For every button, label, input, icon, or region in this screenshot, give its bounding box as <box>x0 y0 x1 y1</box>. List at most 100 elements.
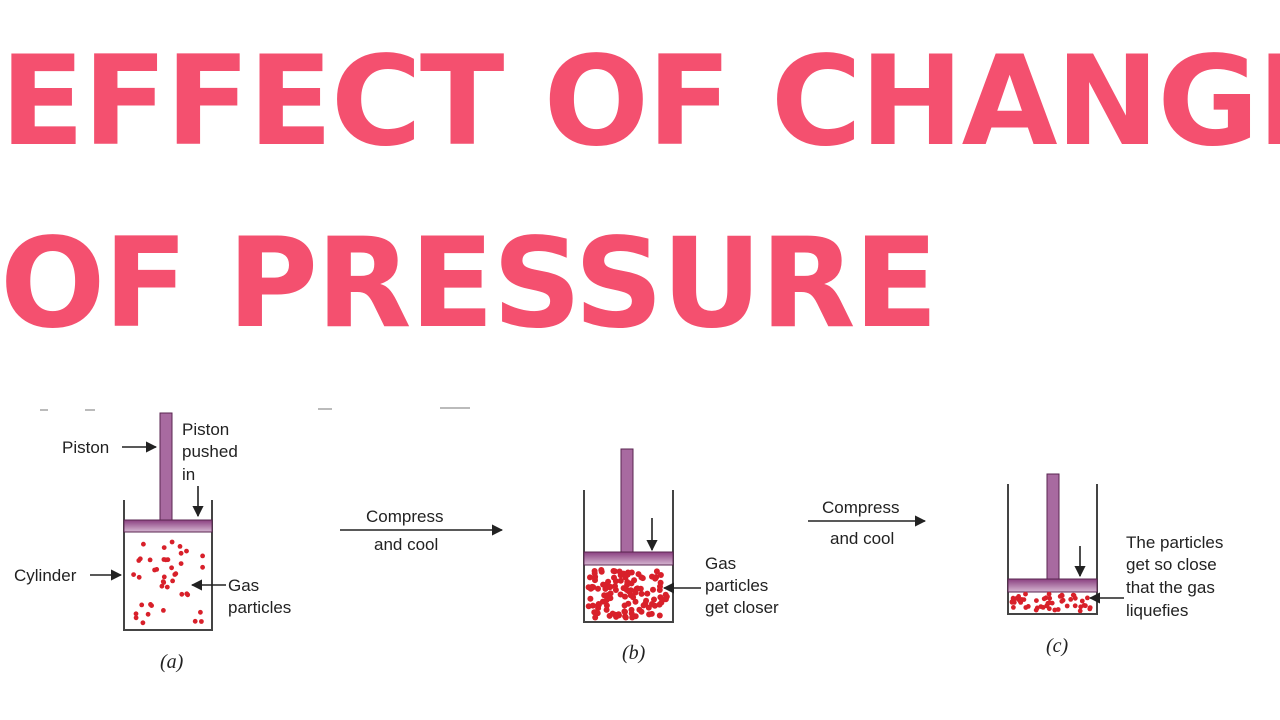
note-label-c-line-4: liquefies <box>1126 601 1188 620</box>
particle <box>1079 598 1085 604</box>
particle <box>587 595 594 602</box>
caption-a: (a) <box>160 651 184 673</box>
title-line-1: EFFECT OF CHANGE <box>0 30 1280 174</box>
gas-label-b-line-3: get closer <box>705 598 779 617</box>
particle <box>1034 598 1039 603</box>
particle <box>184 591 190 597</box>
panel-c: The particles get so close that the gas … <box>1007 473 1223 657</box>
particle <box>622 614 629 621</box>
particle <box>178 561 184 566</box>
particle <box>656 612 663 619</box>
particle <box>1064 603 1070 609</box>
particle <box>613 613 620 620</box>
particle <box>1059 598 1065 604</box>
particle <box>653 568 660 575</box>
transition-1: Compress and cool <box>340 507 504 554</box>
particle <box>589 583 596 590</box>
note-label-c-line-3: that the gas <box>1126 578 1215 597</box>
particle <box>169 539 175 545</box>
piston-label: Piston <box>62 438 109 457</box>
particle <box>159 583 165 589</box>
particle <box>611 568 618 575</box>
particle <box>199 619 204 624</box>
particle <box>1018 599 1023 605</box>
particle <box>625 600 632 607</box>
particle <box>160 579 166 584</box>
particle <box>662 596 669 603</box>
particle <box>643 597 650 604</box>
pushed-label-line-2: pushed <box>182 442 238 461</box>
cylinder-c <box>1007 484 1098 615</box>
particle <box>1083 603 1088 609</box>
particle <box>161 608 166 613</box>
particle <box>651 602 658 609</box>
particle <box>587 574 593 581</box>
particle <box>1087 605 1093 610</box>
particle <box>604 592 611 599</box>
particle <box>603 606 610 613</box>
particle <box>595 585 601 592</box>
particle <box>603 602 610 609</box>
particle <box>657 583 663 590</box>
gas-label-b-line-1: Gas <box>705 554 736 573</box>
gas-particles-b <box>585 567 670 621</box>
particle <box>140 620 146 626</box>
particle <box>646 611 653 618</box>
particle <box>164 584 170 590</box>
particle <box>192 618 198 624</box>
piston-b <box>583 448 674 566</box>
particle <box>173 571 179 577</box>
particle <box>656 601 663 608</box>
particle <box>139 602 145 608</box>
note-label-c-line-2: get so close <box>1126 555 1217 574</box>
particle <box>131 572 137 577</box>
particle <box>200 564 206 570</box>
particle <box>636 606 643 613</box>
gas-label-a-line-1: Gas <box>228 576 259 595</box>
particle <box>1072 603 1078 609</box>
cylinder-label: Cylinder <box>14 566 77 585</box>
gas-label-b-line-2: particles <box>705 576 768 595</box>
particle <box>651 596 657 603</box>
particle <box>627 592 634 599</box>
particle <box>634 585 641 592</box>
particle <box>598 567 605 573</box>
pushed-label-line-3: in <box>182 465 195 484</box>
transition-2-line-2: and cool <box>830 529 894 548</box>
gas-particles-a <box>131 539 206 626</box>
particle <box>1011 600 1017 605</box>
particle <box>163 557 169 563</box>
particle <box>170 578 176 584</box>
particle <box>161 574 167 580</box>
particle <box>1041 596 1047 602</box>
particle <box>148 602 153 607</box>
particle <box>611 574 617 581</box>
caption-c: (c) <box>1046 635 1069 657</box>
particle <box>1040 605 1046 610</box>
scan-artifacts <box>40 407 470 411</box>
particle <box>595 601 602 607</box>
piston-a <box>123 412 213 533</box>
particle <box>184 548 189 554</box>
particle <box>652 575 659 582</box>
particle <box>607 583 614 590</box>
title-line-2: OF PRESSURE <box>0 212 938 356</box>
transition-1-line-2: and cool <box>374 535 438 554</box>
particle <box>178 550 184 556</box>
particle <box>631 577 638 584</box>
particle <box>1047 595 1053 601</box>
particle <box>1077 608 1083 614</box>
liquid-particles-c <box>1009 591 1093 614</box>
piston-c <box>1007 473 1098 593</box>
particle <box>1034 605 1040 611</box>
particle <box>152 567 158 573</box>
particle <box>1071 593 1077 598</box>
particle <box>200 553 206 559</box>
note-label-c-line-1: The particles <box>1126 533 1223 552</box>
particle <box>612 583 618 590</box>
gas-label-a-line-2: particles <box>228 598 291 617</box>
panel-a: Piston Piston pushed in Cylinder Gas par… <box>14 412 291 673</box>
particle <box>624 581 631 588</box>
particle <box>1044 603 1050 609</box>
cylinder-a <box>123 500 213 631</box>
